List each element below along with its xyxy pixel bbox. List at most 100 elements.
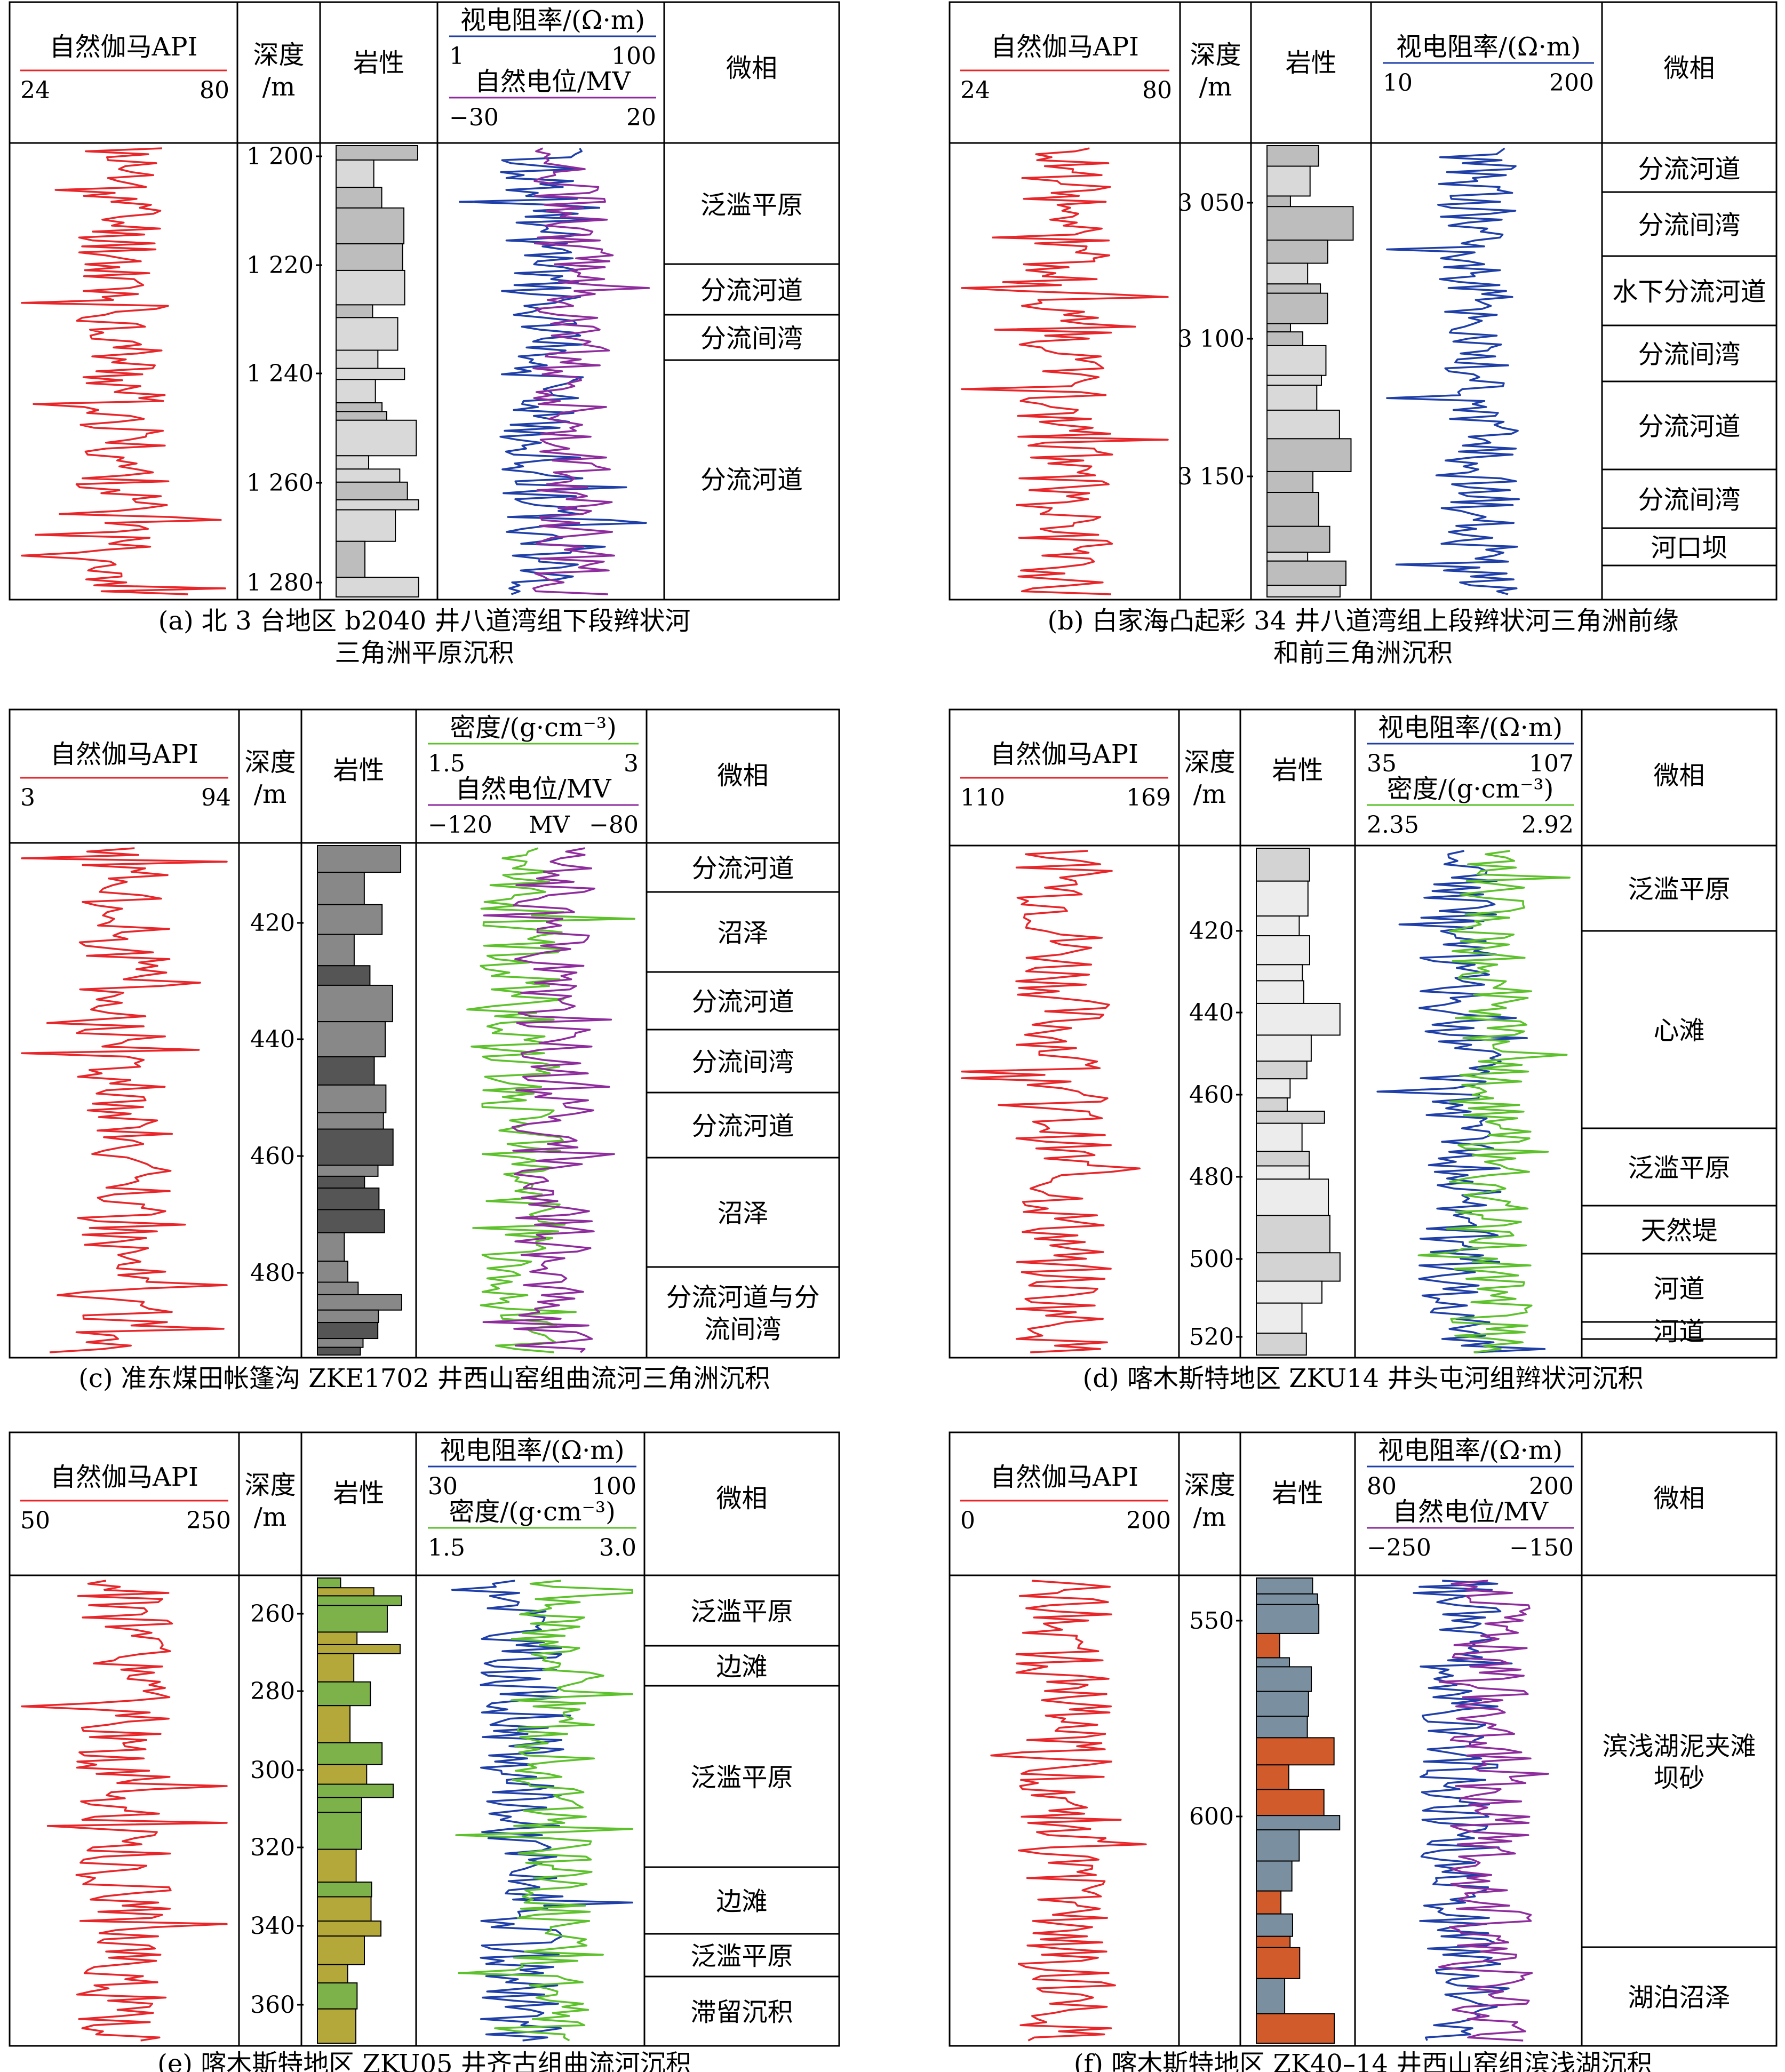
depth-unit: /m xyxy=(254,1502,287,1532)
lithology-block xyxy=(317,1294,402,1311)
lithology-block xyxy=(1256,1764,1289,1790)
facies-header: 微相 xyxy=(1653,761,1704,791)
lithology-block xyxy=(336,159,374,188)
gamma-min: 0 xyxy=(960,1507,975,1534)
facies-label: 边滩 xyxy=(716,1887,767,1917)
depth-tick-label: 500 xyxy=(1189,1246,1234,1273)
lithology-block xyxy=(1256,1815,1341,1831)
log-title: 视电阻率/(Ω·m) xyxy=(460,5,645,35)
lithology-block xyxy=(1256,1215,1330,1254)
facies-header: 微相 xyxy=(717,761,768,791)
facies-label: 泛滥平原 xyxy=(700,190,803,220)
log-curve xyxy=(1438,1580,1549,2042)
lithology-block xyxy=(317,904,383,935)
lithology-block xyxy=(1256,1302,1303,1334)
log-curve xyxy=(466,847,635,1353)
gamma-min: 24 xyxy=(960,77,990,104)
panel-frame xyxy=(949,1431,1778,2047)
lithology-block xyxy=(1266,374,1322,386)
panel-frame xyxy=(9,1,840,601)
log-max: 3 xyxy=(624,750,639,777)
lithology-block xyxy=(1256,1829,1300,1862)
lithology-block xyxy=(336,317,399,351)
facies-label: 分流间湾 xyxy=(1638,485,1740,515)
lithology-block xyxy=(317,1764,368,1785)
lithology-block xyxy=(317,1644,401,1654)
lithology-block xyxy=(317,1128,394,1166)
log-max: 3.0 xyxy=(599,1534,636,1561)
log-min: −120 xyxy=(428,811,492,839)
lithology-block xyxy=(1256,1280,1322,1304)
facies-label: 湖泊沼泽 xyxy=(1628,1983,1730,2013)
facies-header: 微相 xyxy=(1663,53,1715,83)
lithology-block xyxy=(1256,1947,1301,1979)
lithology-block xyxy=(317,1338,364,1348)
depth-tick-label: 600 xyxy=(1189,1803,1234,1830)
facies-label: 分流河道 xyxy=(691,987,794,1017)
log-curve xyxy=(451,1580,633,2042)
lithology-block xyxy=(336,304,373,318)
lithology-block xyxy=(1256,1789,1325,1816)
lithology-block xyxy=(1266,385,1318,411)
lithology-block xyxy=(1266,145,1319,167)
lithology-block xyxy=(317,934,355,967)
log-title: 密度/(g·cm⁻³) xyxy=(1387,774,1554,804)
depth-header: 深度 xyxy=(1184,747,1235,777)
log-min: 35 xyxy=(1367,750,1397,777)
log-curve xyxy=(1376,850,1546,1353)
log-title: 密度/(g·cm⁻³) xyxy=(450,713,617,743)
gamma-title: 自然伽马API xyxy=(50,32,198,62)
lithology-block xyxy=(1266,552,1309,562)
log-max: 200 xyxy=(1549,69,1594,97)
depth-header: 深度 xyxy=(253,40,304,70)
lithology-block xyxy=(317,1346,361,1356)
facies-label: 分流河道与分 xyxy=(666,1282,819,1312)
lithology-block xyxy=(317,1797,363,1813)
lithology-block xyxy=(317,1896,372,1922)
gamma-curve xyxy=(961,147,1169,595)
depth-tick-label: 550 xyxy=(1189,1607,1234,1635)
lithology-block xyxy=(1266,283,1321,294)
depth-tick-label: 300 xyxy=(250,1757,295,1784)
log-min: 10 xyxy=(1383,69,1413,97)
lithology-block xyxy=(1256,915,1300,937)
gamma-curve xyxy=(990,1580,1147,2042)
log-min: 30 xyxy=(428,1473,458,1500)
lithology-block xyxy=(1266,409,1340,440)
depth-tick-label: 1 280 xyxy=(246,569,314,596)
lithology-block xyxy=(1256,1002,1341,1036)
facies-label: 河道 xyxy=(1653,1274,1704,1304)
gamma-max: 250 xyxy=(186,1507,231,1534)
lithology-header: 岩性 xyxy=(1272,1478,1323,1508)
depth-tick-label: 1 220 xyxy=(246,252,314,279)
lithology-block xyxy=(336,468,401,483)
lithology-block xyxy=(317,1188,380,1210)
facies-label: 分流河道 xyxy=(1638,412,1740,442)
panel-caption: (f) 喀木斯特地区 ZK40–14 井西山窑组滨浅湖沉积 xyxy=(1074,2049,1652,2072)
lithology-block xyxy=(317,1964,348,1984)
depth-tick-label: 1 200 xyxy=(246,143,314,170)
gamma-max: 80 xyxy=(1142,77,1172,104)
lithology-block xyxy=(336,509,396,542)
lithology-block xyxy=(336,187,382,209)
lithology-block xyxy=(317,1577,341,1589)
log-max: 2.92 xyxy=(1521,811,1574,839)
lithology-block xyxy=(1266,206,1354,241)
gamma-max: 80 xyxy=(200,77,229,104)
lithology-block xyxy=(336,269,405,306)
lithology-block xyxy=(336,577,419,598)
log-title: 密度/(g·cm⁻³) xyxy=(449,1497,616,1527)
lithology-block xyxy=(1256,1604,1320,1634)
log-max: 107 xyxy=(1529,750,1574,777)
facies-label: 分流河道 xyxy=(1638,154,1740,184)
depth-tick-label: 440 xyxy=(250,1026,295,1053)
lithology-header: 岩性 xyxy=(333,1478,384,1508)
lithology-block xyxy=(1266,471,1314,493)
panel-frame xyxy=(9,708,840,1359)
log-title: 视电阻率/(Ω·m) xyxy=(1396,32,1581,62)
log-max: −150 xyxy=(1509,1534,1574,1561)
lithology-block xyxy=(317,1056,375,1086)
facies-header: 微相 xyxy=(726,53,777,83)
